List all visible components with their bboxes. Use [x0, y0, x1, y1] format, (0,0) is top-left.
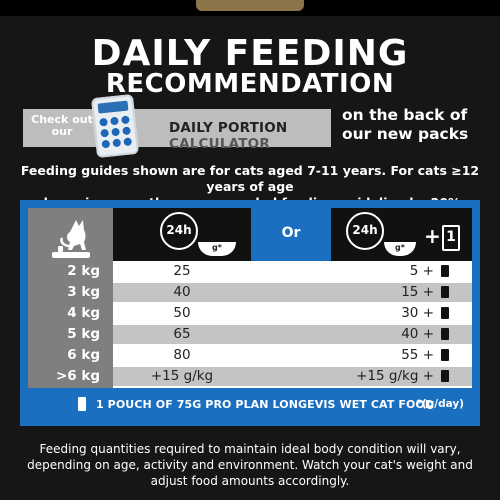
- combo-value: 55 +: [401, 347, 434, 363]
- clock-label: 24h: [352, 223, 378, 237]
- calculator-banner: Check out our DAILY PORTION CALCULATOR: [23, 109, 331, 152]
- or-header: [251, 208, 331, 261]
- combo-value: 15 +: [401, 284, 434, 300]
- dry-value: 50: [173, 305, 191, 321]
- pouch-icon: [441, 349, 449, 361]
- calculator-label: DAILY PORTION CALCULATOR: [169, 120, 331, 152]
- table-row: 40 15 +: [113, 283, 472, 302]
- title-line-2: RECOMMENDATION: [105, 69, 395, 99]
- combo-value: 40 +: [401, 326, 434, 342]
- clock-24h-icon: 24h: [346, 212, 384, 250]
- table-row: 50 30 +: [113, 304, 472, 323]
- check-out-text: Check out our: [31, 113, 93, 138]
- disclaimer-line-1: Feeding quantities required to maintain …: [39, 442, 461, 456]
- table-footer: 1 POUCH OF 75G PRO PLAN LONGEVIS WET CAT…: [28, 392, 472, 418]
- table-row: 25 5 +: [113, 262, 472, 281]
- weight-label: 4 kg: [67, 305, 100, 321]
- or-label: Or: [281, 225, 301, 241]
- feeding-table-body: 24h g* Or 24h g* + 1 25 5 + 40 15 + 50 3…: [28, 208, 472, 388]
- weight-label: 2 kg: [67, 263, 100, 279]
- table-row: 80 55 +: [113, 346, 472, 365]
- top-bar: [0, 0, 500, 16]
- pouch-icon: [441, 265, 449, 277]
- calculator-label-part2: CALCULATOR: [169, 136, 270, 152]
- pouch-icon: [441, 307, 449, 319]
- pouch-count-icon: 1: [442, 225, 460, 251]
- pouch-count: 1: [446, 229, 456, 245]
- clock-label: 24h: [166, 223, 192, 237]
- dry-value: 80: [173, 347, 191, 363]
- clock-24h-icon: 24h: [160, 212, 198, 250]
- back-of-packs-text: on the back of our new packs: [342, 106, 469, 143]
- combo-value: 5 +: [409, 263, 434, 279]
- pouch-icon: [441, 370, 449, 382]
- pouch-icon: [441, 286, 449, 298]
- disclaimer-line-3: adjust food amounts accordingly.: [150, 474, 350, 488]
- pouch-icon: [441, 328, 449, 340]
- weight-label: 3 kg: [67, 284, 100, 300]
- disclaimer: Feeding quantities required to maintain …: [0, 441, 500, 489]
- weight-label: 5 kg: [67, 326, 100, 342]
- combo-value: +15 g/kg +: [356, 368, 434, 384]
- calculator-icon: [90, 93, 140, 159]
- weight-label: >6 kg: [55, 368, 100, 384]
- pouch-text: 1 POUCH OF 75G PRO PLAN LONGEVIS WET CAT…: [96, 398, 435, 411]
- bowl-icon: g*: [198, 242, 236, 256]
- weight-label: 6 kg: [67, 347, 100, 363]
- dry-value: +15 g/kg: [150, 368, 214, 384]
- cat-on-scale-icon: [52, 220, 90, 258]
- bowl-unit: g*: [212, 243, 222, 252]
- dry-value: 40: [173, 284, 191, 300]
- title-line-1: DAILY FEEDING: [91, 33, 409, 74]
- table-row: 65 40 +: [113, 325, 472, 344]
- combo-value: 30 +: [401, 305, 434, 321]
- bowl-icon: g*: [384, 242, 416, 256]
- intro-line-1: Feeding guides shown are for cats aged 7…: [20, 163, 480, 194]
- per-day-note: *(g/day): [416, 398, 464, 410]
- dry-value: 25: [173, 263, 191, 279]
- disclaimer-line-2: depending on age, activity and environme…: [27, 458, 473, 472]
- dry-value: 65: [173, 326, 191, 342]
- bowl-unit: g*: [395, 243, 405, 252]
- calculator-label-part1: DAILY PORTION: [169, 120, 288, 136]
- feeding-table: 24h g* Or 24h g* + 1 25 5 + 40 15 + 50 3…: [20, 200, 480, 426]
- plus-sign: +: [424, 224, 441, 248]
- table-row: +15 g/kg +15 g/kg +: [113, 367, 472, 386]
- pouch-icon: [78, 397, 86, 411]
- gold-tab: [196, 0, 304, 11]
